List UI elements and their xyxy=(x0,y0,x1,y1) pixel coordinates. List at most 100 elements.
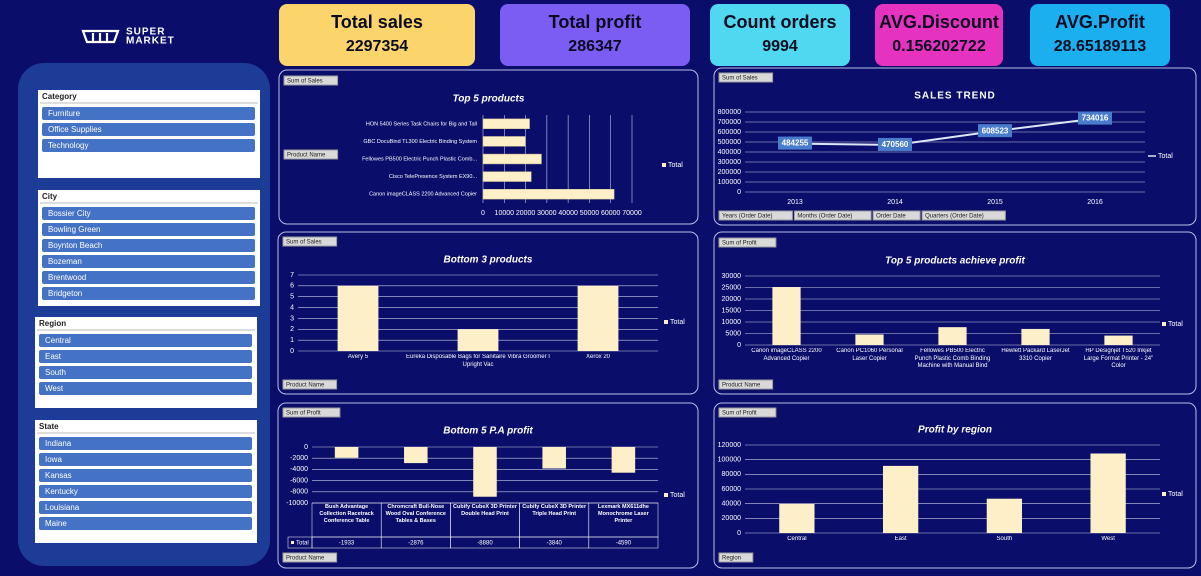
slicer-item-label[interactable]: East xyxy=(45,352,62,361)
table-value: -3840 xyxy=(547,541,563,547)
slicer-item-label[interactable]: Maine xyxy=(45,519,67,528)
field-button-label[interactable]: Sum of Profit xyxy=(722,411,757,417)
x-tick-label: 40000 xyxy=(558,210,578,217)
bar xyxy=(473,447,497,497)
x-tick-label-text: Central xyxy=(787,536,807,542)
chart-panel xyxy=(277,231,699,395)
y-tick-label: -6000 xyxy=(290,477,308,484)
slicer-item-label[interactable]: Technology xyxy=(48,141,88,150)
field-button-label[interactable]: Sum of Sales xyxy=(287,79,323,85)
x-tick-label: 2013 xyxy=(787,199,803,206)
slicer-item[interactable] xyxy=(39,485,252,498)
table-cell xyxy=(588,536,659,549)
bar xyxy=(882,465,919,533)
field-button[interactable] xyxy=(793,210,872,221)
field-button[interactable] xyxy=(718,210,793,221)
field-button-label[interactable]: Product Name xyxy=(286,556,325,562)
slicer-item-label[interactable]: Office Supplies xyxy=(48,125,102,134)
y-tick-label: Fellowes PB500 Electric Punch Plastic Co… xyxy=(362,156,477,162)
slicer-item[interactable] xyxy=(42,239,255,252)
field-button[interactable] xyxy=(718,72,774,83)
y-tick-label: 200000 xyxy=(718,169,741,176)
kpi-card xyxy=(1030,4,1170,66)
field-button-label[interactable]: Product Name xyxy=(287,153,326,159)
slicer-item[interactable] xyxy=(39,437,252,450)
y-tick-label: 0 xyxy=(737,189,741,196)
y-tick-label: 400000 xyxy=(718,149,741,156)
slicer-item-label[interactable]: Bridgeton xyxy=(48,289,82,298)
field-button[interactable] xyxy=(718,552,754,563)
field-button-label[interactable]: Years (Order Date) xyxy=(722,214,772,220)
bar xyxy=(577,285,619,351)
y-tick-label: 10000 xyxy=(722,319,742,326)
slicer-item-label[interactable]: Furniture xyxy=(48,109,81,118)
slicer-item-label[interactable]: Kansas xyxy=(45,471,72,480)
slicer-item[interactable] xyxy=(42,139,255,152)
slicer-item[interactable] xyxy=(42,223,255,236)
kpi-value: 9994 xyxy=(762,38,798,55)
field-button-label[interactable]: Sum of Sales xyxy=(286,240,322,246)
field-button-label[interactable]: Sum of Profit xyxy=(722,241,757,247)
slicer-item[interactable] xyxy=(42,255,255,268)
chart-title: Top 5 products achieve profit xyxy=(885,256,1025,267)
x-tick-label: Hewlett Packard LaserJet 3310 Copier xyxy=(1001,348,1069,362)
field-button-label[interactable]: Sum of Profit xyxy=(286,411,321,417)
slicer-item-label[interactable]: Indiana xyxy=(45,439,72,448)
slicer-item-label[interactable]: Bozeman xyxy=(48,257,82,266)
table-category: Lexmark MX611dhe Monochrome Laser Printe… xyxy=(598,504,649,524)
slicer-item[interactable] xyxy=(42,107,255,120)
x-tick-label: 70000 xyxy=(622,210,642,217)
field-button-label[interactable]: Product Name xyxy=(286,383,325,389)
slicer-item-label[interactable]: Louisiana xyxy=(45,503,80,512)
field-button[interactable] xyxy=(872,210,921,221)
slicer-item[interactable] xyxy=(39,350,252,363)
slicer-item-label[interactable]: Kentucky xyxy=(45,487,78,496)
kpi-label: Total profit xyxy=(549,12,642,32)
field-button[interactable] xyxy=(718,407,777,418)
field-button[interactable] xyxy=(282,379,338,390)
x-tick-label: Eureka Disposable Bags for Sanitaire Vib… xyxy=(406,354,550,368)
slicer-item-label[interactable]: West xyxy=(45,384,64,393)
slicer-item[interactable] xyxy=(39,382,252,395)
slicer-item[interactable] xyxy=(42,123,255,136)
slicer-item[interactable] xyxy=(42,271,255,284)
field-button-label[interactable]: Sum of Sales xyxy=(722,76,758,82)
field-button-label[interactable]: Quarters (Order Date) xyxy=(925,214,984,220)
slicer-item[interactable] xyxy=(39,366,252,379)
x-tick-label: West xyxy=(1101,536,1115,542)
field-button-label[interactable]: Region xyxy=(722,556,741,562)
table-category: Bush Advantage Collection Racetrack Conf… xyxy=(319,504,373,524)
field-button[interactable] xyxy=(718,237,777,248)
field-button[interactable] xyxy=(282,236,338,247)
slicer-item[interactable] xyxy=(39,501,252,514)
field-button-label[interactable]: Months (Order Date) xyxy=(797,214,852,220)
field-button[interactable] xyxy=(921,210,1006,221)
y-tick-label: 5 xyxy=(290,294,294,301)
bar xyxy=(334,447,359,458)
field-button[interactable] xyxy=(283,75,339,86)
slicer-item[interactable] xyxy=(39,453,252,466)
y-tick-label: 4 xyxy=(290,304,294,311)
field-button[interactable] xyxy=(282,407,341,418)
legend-swatch xyxy=(291,541,294,544)
field-button-label[interactable]: Order Date xyxy=(876,214,906,220)
slicer-item[interactable] xyxy=(39,334,252,347)
bar xyxy=(457,329,499,351)
slicer-item-label[interactable]: Bossier City xyxy=(48,209,91,218)
slicer-item-label[interactable]: Bowling Green xyxy=(48,225,100,234)
slicer-item-label[interactable]: Central xyxy=(45,336,71,345)
kpi-label: Count orders xyxy=(723,12,836,32)
legend-swatch xyxy=(1162,492,1166,496)
slicer-item-label[interactable]: Boynton Beach xyxy=(48,241,102,250)
slicer-item-label[interactable]: Iowa xyxy=(45,455,62,464)
field-button[interactable] xyxy=(283,149,339,160)
slicer-item[interactable] xyxy=(42,287,255,300)
slicer-item[interactable] xyxy=(39,469,252,482)
slicer-item-label[interactable]: South xyxy=(45,368,66,377)
field-button[interactable] xyxy=(718,379,774,390)
slicer-item-label[interactable]: Brentwood xyxy=(48,273,86,282)
field-button-label[interactable]: Product Name xyxy=(722,383,761,389)
slicer-item[interactable] xyxy=(39,517,252,530)
slicer-item[interactable] xyxy=(42,207,255,220)
field-button[interactable] xyxy=(282,552,338,563)
